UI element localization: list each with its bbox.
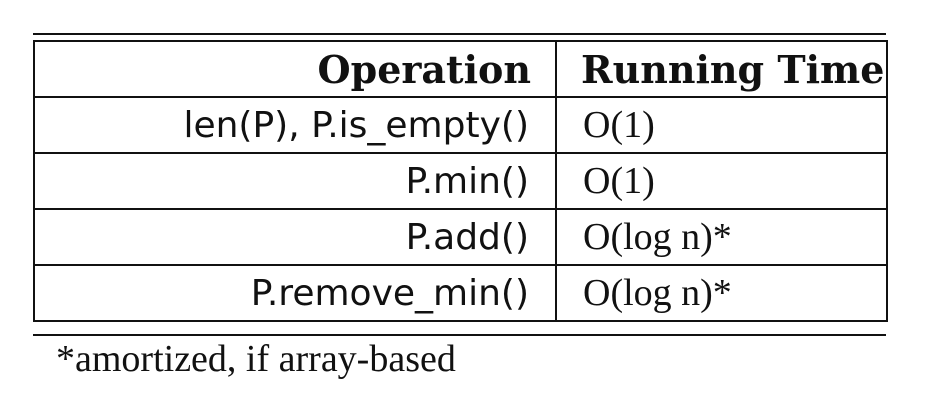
operation-header: Operation	[33, 40, 557, 98]
operation-cell: len(P), P.is_empty()	[33, 96, 557, 154]
running-time-cell: O(log n)*	[555, 208, 888, 266]
footnote: *amortized, if array-based	[56, 338, 456, 380]
complexity-table: Operation Running Time len(P), P.is_empt…	[33, 40, 888, 322]
table-row: P.min() O(1)	[33, 152, 888, 210]
table-row: len(P), P.is_empty() O(1)	[33, 96, 888, 154]
operation-cell: P.remove_min()	[33, 264, 557, 322]
table-header-row: Operation Running Time	[33, 40, 888, 98]
table-row: P.add() O(log n)*	[33, 208, 888, 266]
table-row: P.remove_min() O(log n)*	[33, 264, 888, 322]
top-double-rule	[33, 33, 886, 35]
operation-cell: P.min()	[33, 152, 557, 210]
bottom-double-rule	[33, 334, 886, 336]
running-time-cell: O(1)	[555, 152, 888, 210]
running-time-header: Running Time	[555, 40, 888, 98]
operation-cell: P.add()	[33, 208, 557, 266]
running-time-cell: O(1)	[555, 96, 888, 154]
running-time-cell: O(log n)*	[555, 264, 888, 322]
